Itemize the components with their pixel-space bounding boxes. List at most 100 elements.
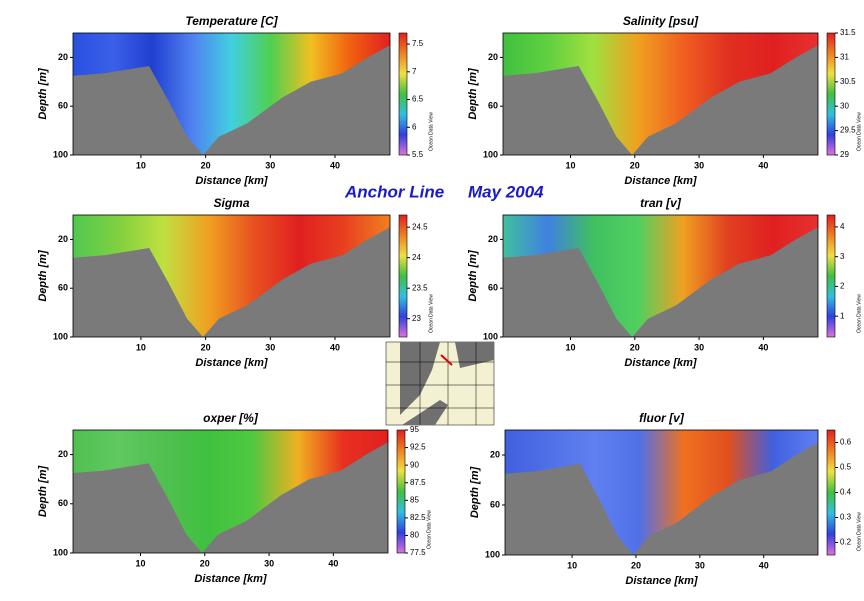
colorbar-tick-label: 24.5 — [412, 222, 428, 231]
colorbar — [826, 32, 836, 156]
panel-title: Sigma — [213, 196, 249, 210]
bathymetry — [505, 442, 818, 555]
panel-title: fluor [v] — [639, 411, 685, 425]
colorbar-tick-label: 7 — [412, 67, 417, 76]
y-tick-label: 100 — [485, 549, 500, 559]
colorbar-tick-label: 23.5 — [412, 283, 428, 292]
x-tick-label: 10 — [136, 160, 146, 170]
colorbar — [398, 214, 408, 338]
x-tick-label: 30 — [264, 558, 274, 568]
x-tick-label: 40 — [759, 560, 769, 570]
colorbar-tick-label: 87.5 — [410, 478, 426, 487]
x-tick-label: 30 — [265, 342, 275, 352]
x-axis-label: Distance [km] — [195, 357, 267, 369]
main-subtitle: May 2004 — [468, 182, 544, 201]
x-tick-label: 20 — [630, 160, 640, 170]
main-title: Anchor Line — [344, 182, 444, 201]
x-tick-label: 30 — [265, 160, 275, 170]
colorbar — [826, 214, 836, 338]
panel-title: Salinity [psu] — [623, 14, 699, 28]
colorbar-tick-label: 4 — [840, 222, 845, 231]
x-tick-label: 40 — [330, 160, 340, 170]
y-tick-label: 60 — [488, 283, 498, 293]
colorbar-tick-label: 29 — [840, 150, 849, 159]
x-tick-label: 20 — [201, 342, 211, 352]
colorbar-tick-label: 0.4 — [840, 488, 852, 497]
plot-frame — [72, 32, 391, 156]
y-tick-label: 100 — [53, 331, 68, 341]
colorbar-tick-label: 6 — [412, 122, 417, 131]
bathymetry — [503, 45, 818, 156]
y-axis-label: Depth [m] — [37, 250, 49, 302]
colorbar-tick-label: 23 — [412, 314, 421, 323]
x-axis-label: Distance [km] — [625, 575, 697, 587]
y-tick-label: 60 — [488, 101, 498, 111]
colorbar-tick-label: 2 — [840, 282, 845, 291]
colorbar-tick-label: 6.5 — [412, 95, 424, 104]
colorbar-tick-label: 82.5 — [410, 513, 426, 522]
bathymetry — [73, 227, 390, 337]
y-tick-label: 20 — [58, 52, 68, 62]
colorbar-tick-label: 92.5 — [410, 443, 426, 452]
x-tick-label: 20 — [201, 160, 211, 170]
y-tick-label: 60 — [58, 101, 68, 111]
watermark: Ocean Data View — [856, 512, 862, 551]
y-axis-label: Depth [m] — [37, 68, 49, 120]
colorbar — [396, 429, 406, 554]
colorbar-tick-label: 77.5 — [410, 548, 426, 557]
colorbar-tick-label: 80 — [410, 531, 419, 540]
y-tick-label: 20 — [488, 234, 498, 244]
x-tick-label: 20 — [630, 342, 640, 352]
y-tick-label: 60 — [490, 499, 500, 509]
colorbar-tick-label: 7.5 — [412, 39, 424, 48]
x-tick-label: 20 — [631, 560, 641, 570]
bathymetry — [503, 227, 818, 337]
y-axis-label: Depth [m] — [467, 250, 479, 302]
x-tick-label: 30 — [695, 560, 705, 570]
plot-frame — [502, 32, 819, 156]
y-axis-label: Depth [m] — [469, 467, 481, 519]
y-tick-label: 20 — [488, 52, 498, 62]
colorbar — [826, 429, 836, 556]
colorbar-tick-label: 90 — [410, 460, 419, 469]
colorbar-tick-label: 30.5 — [840, 77, 856, 86]
colorbar-tick-label: 3 — [840, 252, 845, 261]
x-tick-label: 10 — [567, 560, 577, 570]
watermark: Ocean Data View — [426, 510, 432, 549]
y-tick-label: 20 — [490, 449, 500, 459]
colorbar-tick-label: 31.5 — [840, 28, 856, 37]
watermark: Ocean Data View — [428, 112, 434, 151]
colorbar-tick-label: 85 — [410, 495, 419, 504]
x-tick-label: 30 — [694, 342, 704, 352]
panel-title: tran [v] — [640, 196, 682, 210]
x-axis-label: Distance [km] — [194, 573, 266, 585]
y-tick-label: 100 — [53, 149, 68, 159]
bathymetry — [73, 442, 388, 553]
y-tick-label: 100 — [483, 149, 498, 159]
colorbar-tick-label: 24 — [412, 253, 421, 262]
x-axis-label: Distance [km] — [624, 175, 696, 187]
x-tick-label: 10 — [565, 342, 575, 352]
bathymetry — [73, 45, 390, 156]
colorbar-tick-label: 0.2 — [840, 538, 852, 547]
colorbar-tick-label: 1 — [840, 311, 845, 320]
colorbar-tick-label: 29.5 — [840, 126, 856, 135]
colorbar-tick-label: 30 — [840, 101, 849, 110]
x-tick-label: 40 — [758, 160, 768, 170]
panel-title: oxper [%] — [203, 411, 259, 425]
x-tick-label: 10 — [136, 342, 146, 352]
colorbar-tick-label: 0.3 — [840, 513, 852, 522]
plot-frame — [502, 214, 819, 338]
colorbar-tick-label: 0.6 — [840, 438, 852, 447]
plot-frame — [72, 429, 389, 554]
y-tick-label: 100 — [53, 547, 68, 557]
y-axis-label: Depth [m] — [467, 68, 479, 120]
y-tick-label: 20 — [58, 234, 68, 244]
y-axis-label: Depth [m] — [37, 466, 49, 518]
panel-title: Temperature [C] — [185, 14, 278, 28]
colorbar — [398, 32, 408, 156]
x-axis-label: Distance [km] — [624, 357, 696, 369]
colorbar-tick-label: 95 — [410, 425, 419, 434]
watermark: Ocean Data View — [856, 294, 862, 333]
